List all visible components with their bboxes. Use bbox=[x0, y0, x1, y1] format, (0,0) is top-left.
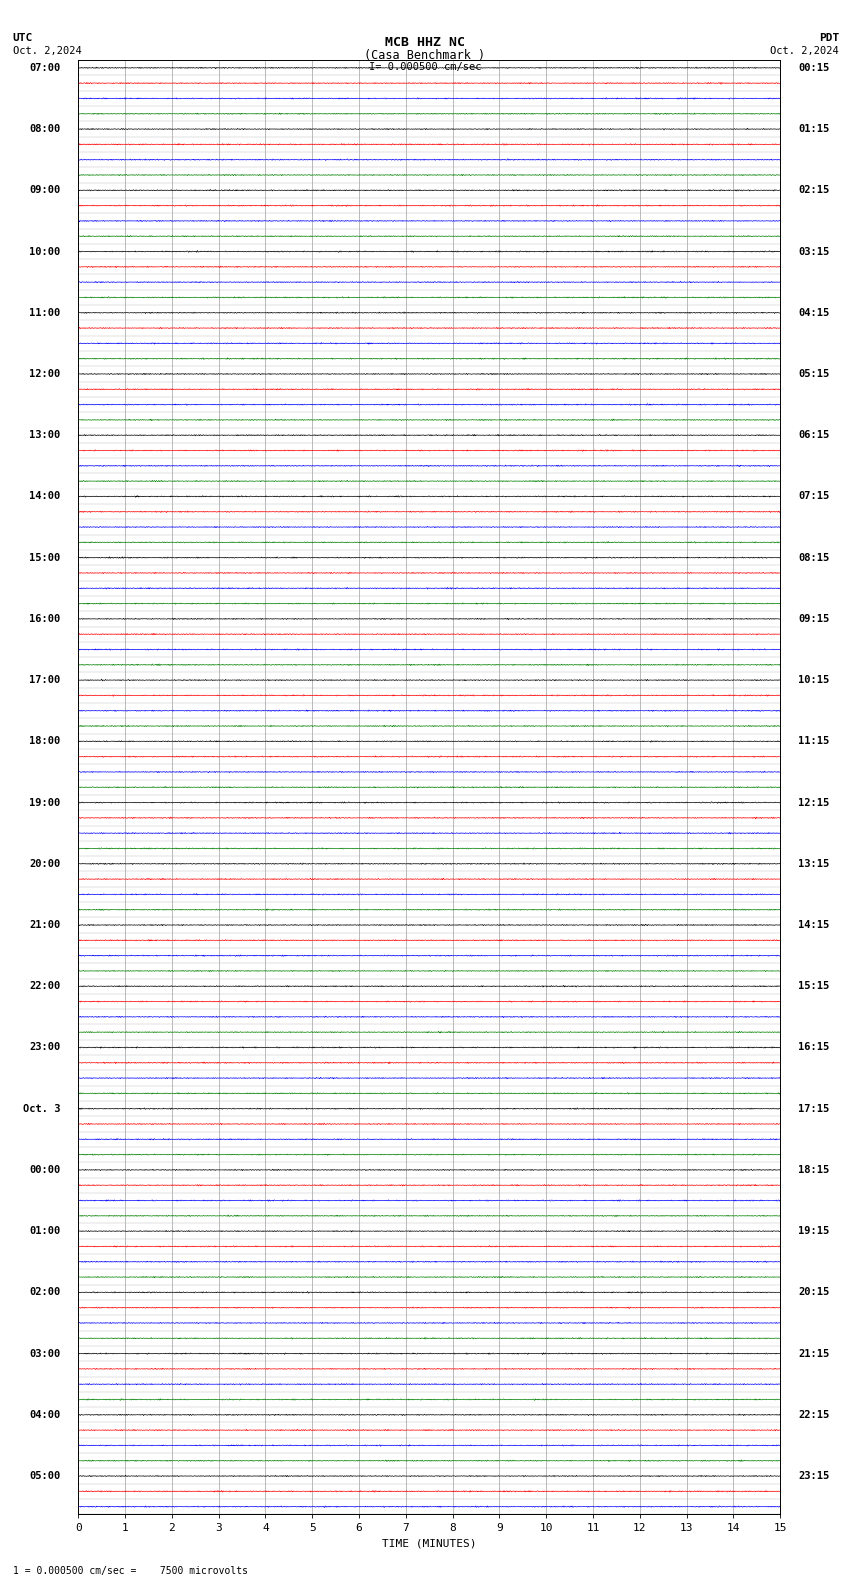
Text: 16:15: 16:15 bbox=[798, 1042, 830, 1052]
Text: 09:15: 09:15 bbox=[798, 615, 830, 624]
Text: 12:15: 12:15 bbox=[798, 798, 830, 808]
Text: 03:15: 03:15 bbox=[798, 247, 830, 257]
Text: 00:00: 00:00 bbox=[29, 1164, 60, 1175]
Text: 23:00: 23:00 bbox=[29, 1042, 60, 1052]
Text: 07:15: 07:15 bbox=[798, 491, 830, 502]
Text: 21:15: 21:15 bbox=[798, 1348, 830, 1359]
Text: 10:15: 10:15 bbox=[798, 675, 830, 686]
Text: 15:15: 15:15 bbox=[798, 980, 830, 992]
Text: 22:15: 22:15 bbox=[798, 1410, 830, 1419]
Text: UTC: UTC bbox=[13, 33, 33, 43]
Text: 06:15: 06:15 bbox=[798, 431, 830, 440]
Text: 12:00: 12:00 bbox=[29, 369, 60, 379]
Text: 03:00: 03:00 bbox=[29, 1348, 60, 1359]
Text: 20:00: 20:00 bbox=[29, 859, 60, 868]
Text: 02:00: 02:00 bbox=[29, 1288, 60, 1297]
X-axis label: TIME (MINUTES): TIME (MINUTES) bbox=[382, 1540, 477, 1549]
Text: Oct. 2,2024: Oct. 2,2024 bbox=[770, 46, 839, 55]
Text: 04:15: 04:15 bbox=[798, 307, 830, 318]
Text: 22:00: 22:00 bbox=[29, 980, 60, 992]
Text: 21:00: 21:00 bbox=[29, 920, 60, 930]
Text: 11:00: 11:00 bbox=[29, 307, 60, 318]
Text: 18:00: 18:00 bbox=[29, 737, 60, 746]
Text: 08:00: 08:00 bbox=[29, 124, 60, 135]
Text: 04:00: 04:00 bbox=[29, 1410, 60, 1419]
Text: 08:15: 08:15 bbox=[798, 553, 830, 562]
Text: 00:15: 00:15 bbox=[798, 63, 830, 73]
Text: 16:00: 16:00 bbox=[29, 615, 60, 624]
Text: 13:15: 13:15 bbox=[798, 859, 830, 868]
Text: 17:00: 17:00 bbox=[29, 675, 60, 686]
Text: 14:00: 14:00 bbox=[29, 491, 60, 502]
Text: 05:00: 05:00 bbox=[29, 1472, 60, 1481]
Text: 13:00: 13:00 bbox=[29, 431, 60, 440]
Text: 05:15: 05:15 bbox=[798, 369, 830, 379]
Text: Oct. 2,2024: Oct. 2,2024 bbox=[13, 46, 82, 55]
Text: 19:00: 19:00 bbox=[29, 798, 60, 808]
Text: 1 = 0.000500 cm/sec =    7500 microvolts: 1 = 0.000500 cm/sec = 7500 microvolts bbox=[13, 1567, 247, 1576]
Text: 10:00: 10:00 bbox=[29, 247, 60, 257]
Text: 20:15: 20:15 bbox=[798, 1288, 830, 1297]
Text: 09:00: 09:00 bbox=[29, 185, 60, 195]
Text: Oct. 3: Oct. 3 bbox=[23, 1104, 60, 1114]
Text: 02:15: 02:15 bbox=[798, 185, 830, 195]
Text: I= 0.000500 cm/sec: I= 0.000500 cm/sec bbox=[369, 62, 481, 71]
Text: PDT: PDT bbox=[819, 33, 839, 43]
Text: 18:15: 18:15 bbox=[798, 1164, 830, 1175]
Text: 01:15: 01:15 bbox=[798, 124, 830, 135]
Text: 14:15: 14:15 bbox=[798, 920, 830, 930]
Text: 17:15: 17:15 bbox=[798, 1104, 830, 1114]
Text: 23:15: 23:15 bbox=[798, 1472, 830, 1481]
Text: MCB HHZ NC: MCB HHZ NC bbox=[385, 35, 465, 49]
Text: 15:00: 15:00 bbox=[29, 553, 60, 562]
Text: (Casa Benchmark ): (Casa Benchmark ) bbox=[365, 49, 485, 62]
Text: 19:15: 19:15 bbox=[798, 1226, 830, 1236]
Text: 11:15: 11:15 bbox=[798, 737, 830, 746]
Text: 07:00: 07:00 bbox=[29, 63, 60, 73]
Text: 01:00: 01:00 bbox=[29, 1226, 60, 1236]
